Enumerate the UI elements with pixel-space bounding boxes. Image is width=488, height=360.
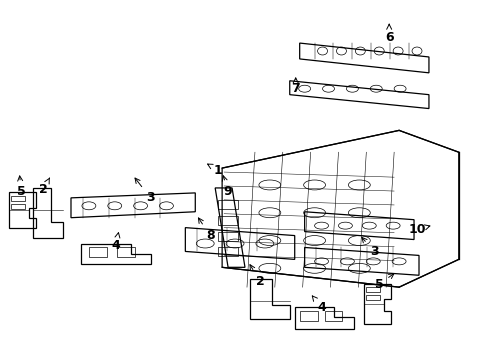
- Text: 6: 6: [384, 24, 393, 44]
- Text: 4: 4: [111, 233, 120, 252]
- Text: 5: 5: [17, 176, 25, 198]
- Text: 2: 2: [249, 265, 264, 288]
- Text: 7: 7: [291, 78, 300, 95]
- Text: 4: 4: [312, 296, 325, 314]
- Text: 3: 3: [361, 238, 378, 258]
- Text: 8: 8: [198, 218, 214, 242]
- Text: 10: 10: [407, 223, 429, 236]
- Text: 3: 3: [135, 178, 155, 204]
- Text: 9: 9: [222, 176, 232, 198]
- Text: 1: 1: [207, 163, 222, 176]
- Text: 5: 5: [374, 274, 393, 291]
- Text: 2: 2: [39, 178, 49, 197]
